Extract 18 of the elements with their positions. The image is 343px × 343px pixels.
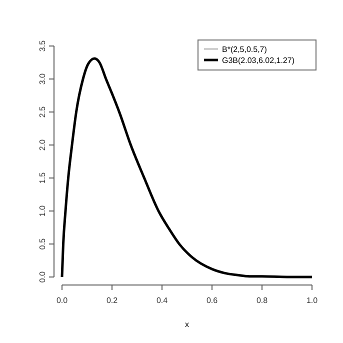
x-tick-label: 0.6 bbox=[206, 296, 218, 305]
y-tick-label: 3.5 bbox=[38, 40, 47, 52]
x-tick-label: 0.8 bbox=[256, 296, 268, 305]
y-tick-label: 2.0 bbox=[38, 138, 47, 151]
legend-label: B*(2,5,0.5,7) bbox=[222, 45, 268, 54]
y-tick-label: 1.5 bbox=[38, 172, 47, 184]
line-series bbox=[60, 57, 314, 278]
x-tick-label: 0.0 bbox=[56, 296, 68, 305]
y-tick-label: 3.0 bbox=[38, 72, 47, 85]
x-tick-label: 1.0 bbox=[306, 296, 318, 305]
y-tick-label: 0.0 bbox=[38, 270, 47, 283]
x-tick-label: 0.4 bbox=[156, 296, 168, 305]
y-tick-label: 2.5 bbox=[38, 106, 47, 118]
x-axis-title: x bbox=[185, 320, 189, 329]
legend-label: G3B(2.03,6.02,1.27) bbox=[222, 56, 295, 65]
y-tick-label: 0.5 bbox=[38, 238, 47, 250]
y-tick-label: 1.0 bbox=[38, 204, 47, 217]
x-tick-label: 0.2 bbox=[106, 296, 118, 305]
